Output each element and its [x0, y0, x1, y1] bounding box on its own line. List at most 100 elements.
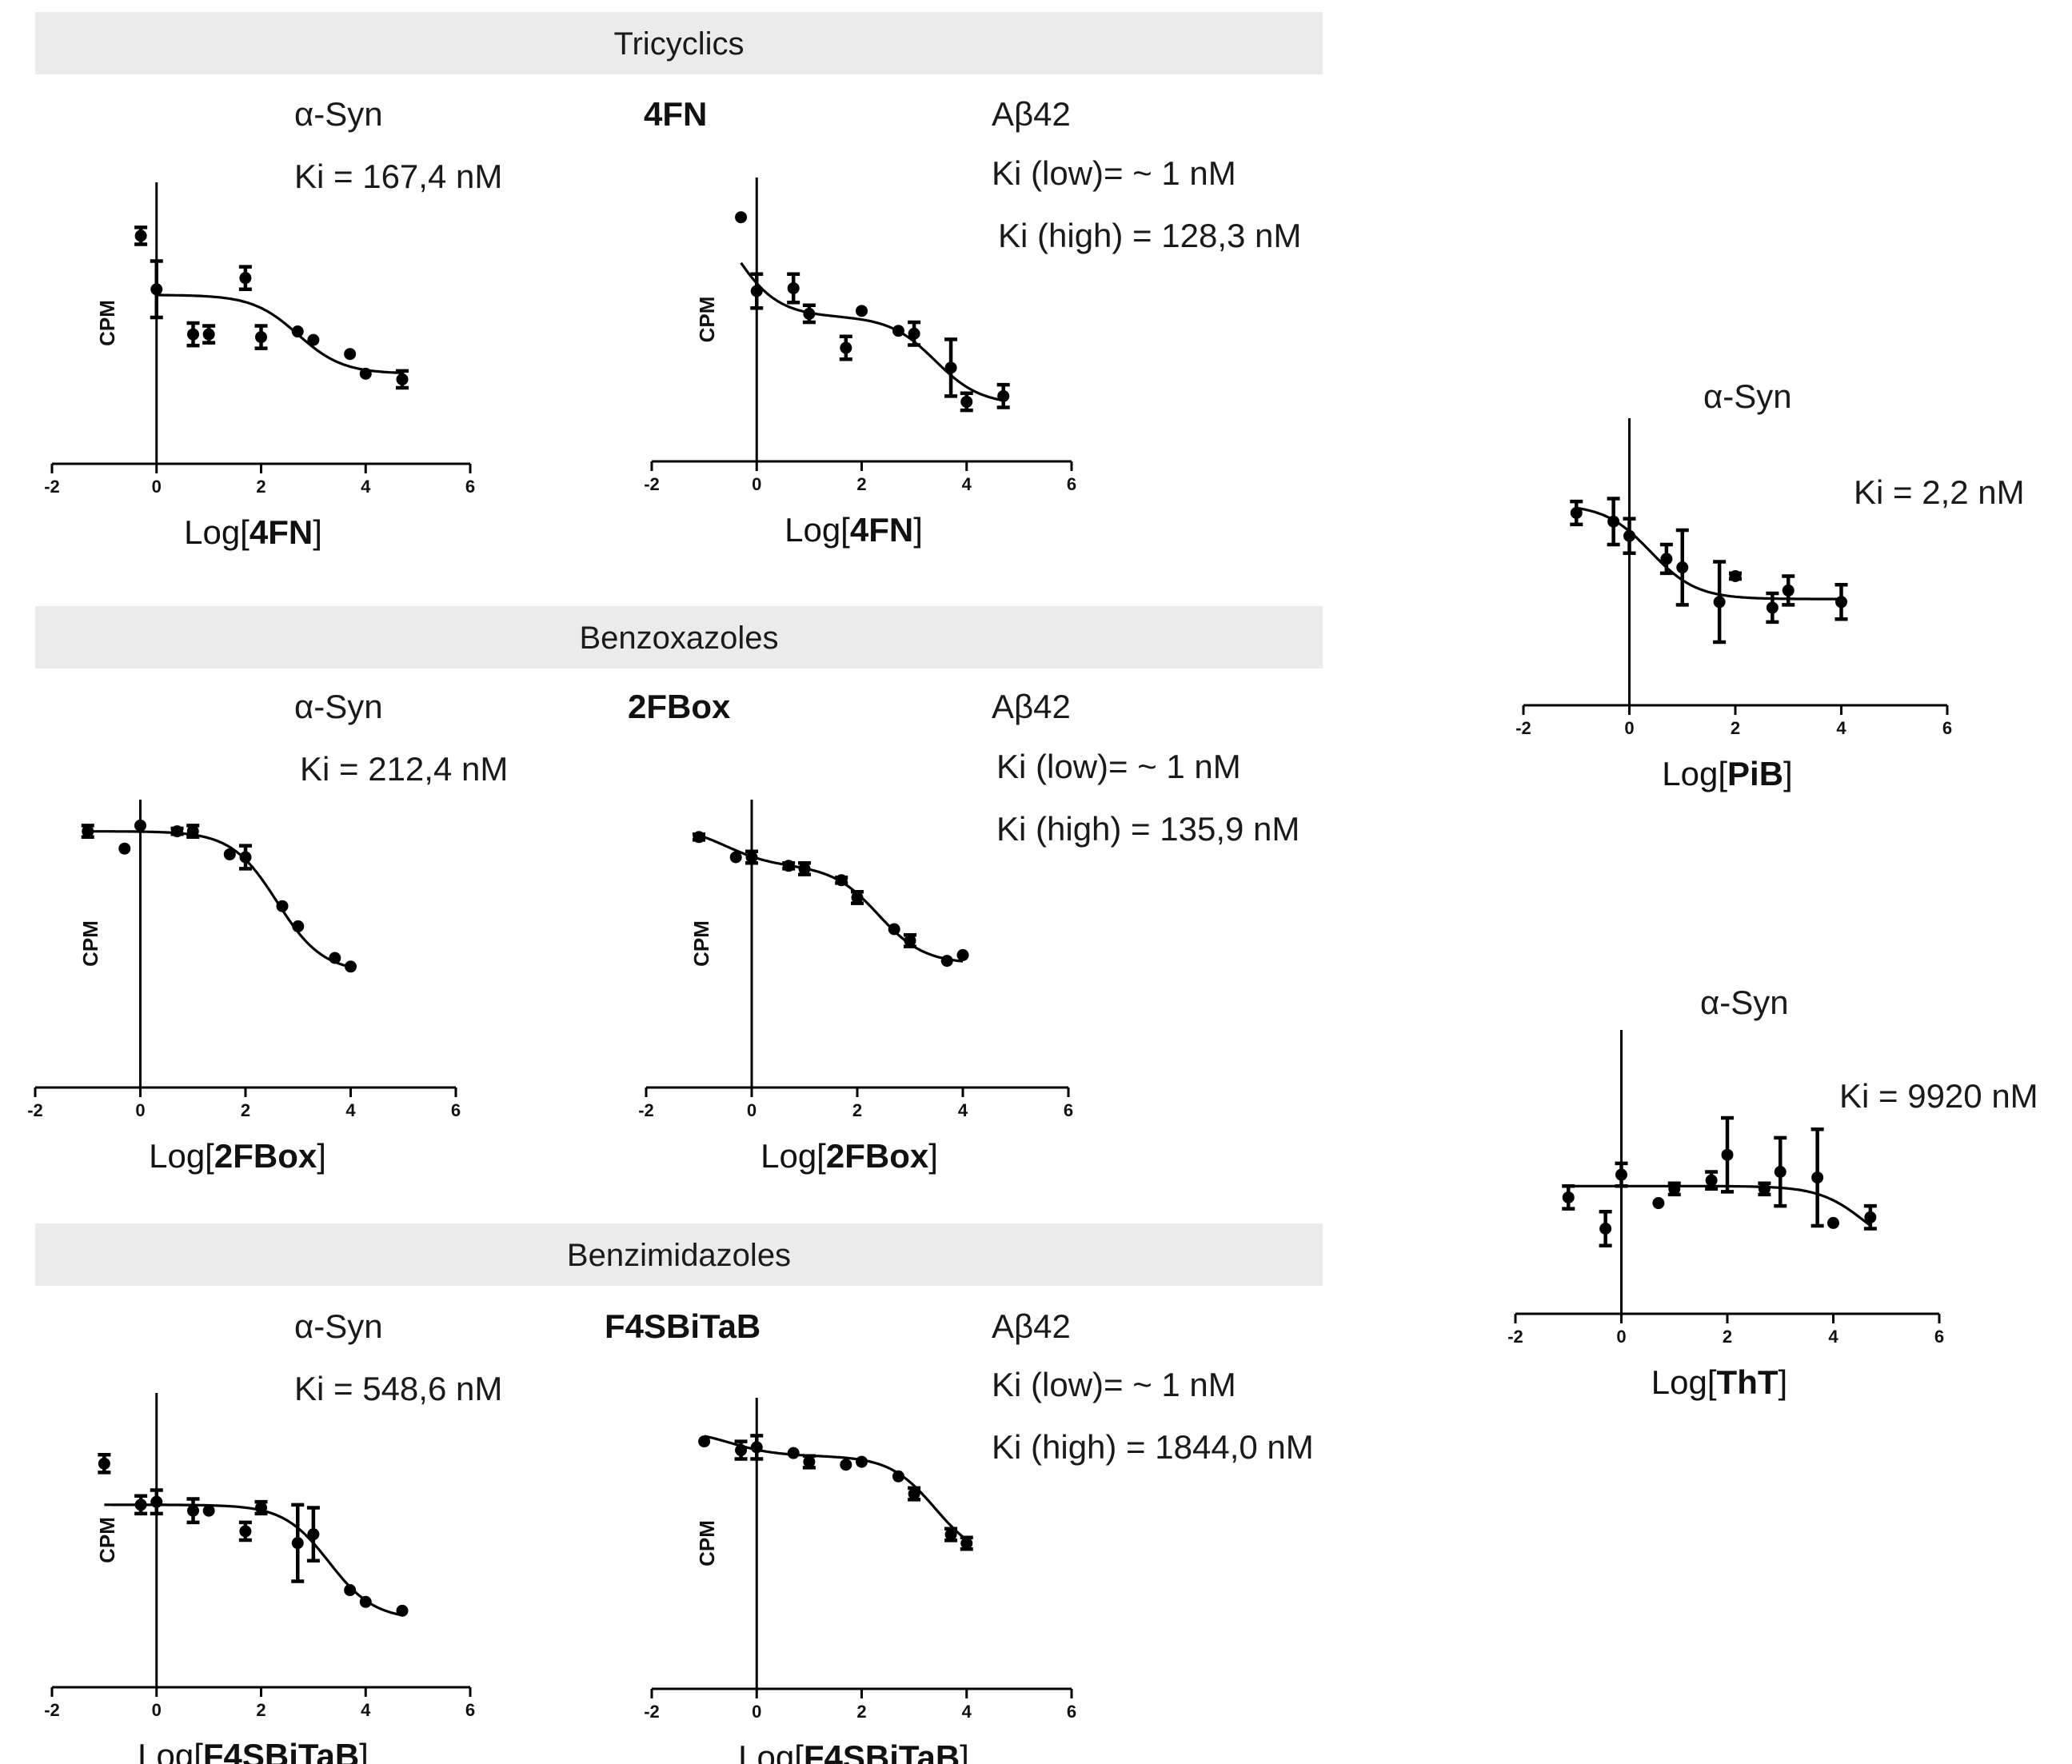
- x-tick-label: 2: [856, 474, 866, 494]
- data-point: [239, 1525, 252, 1538]
- data-point: [787, 281, 800, 294]
- data-point: [1758, 1183, 1771, 1195]
- x-axis-label-prefix: Log[: [1662, 755, 1727, 792]
- data-point: [307, 333, 320, 346]
- x-tick-label: 4: [958, 1100, 968, 1120]
- data-point: [1827, 1216, 1839, 1229]
- data-point: [1570, 506, 1583, 519]
- data-point: [1721, 1148, 1734, 1161]
- data-point: [956, 948, 969, 961]
- data-point: [735, 211, 748, 224]
- x-axis-label: Log[PiB]: [1662, 755, 1792, 792]
- data-point: [1713, 596, 1726, 609]
- x-axis-label-compound: 2FBox: [214, 1137, 317, 1175]
- data-point: [908, 1487, 920, 1500]
- data-point: [255, 331, 267, 344]
- x-tick-label: 0: [135, 1100, 145, 1120]
- ki-low-ab42-f4sbitab: Ki (low)= ~ 1 nM: [992, 1366, 1236, 1403]
- section-title-tricyclics: Tricyclics: [614, 26, 745, 62]
- fit-curve: [87, 830, 351, 968]
- data-point: [1864, 1211, 1877, 1223]
- x-tick-label: 2: [856, 1702, 866, 1722]
- x-tick-label: -2: [638, 1100, 654, 1120]
- fit-curve: [704, 1435, 968, 1541]
- x-axis-label-suffix: ]: [359, 1737, 369, 1764]
- y-axis-label: CPM: [689, 920, 713, 967]
- chart-panel-4fn-ab42: -2 0 2 4 6 CPM Log[4FN]: [644, 178, 1076, 549]
- data-point: [118, 842, 131, 855]
- data-point: [291, 325, 304, 338]
- data-point: [892, 325, 904, 337]
- y-axis-label: CPM: [695, 1520, 719, 1566]
- data-point: [997, 389, 1010, 402]
- data-point: [960, 1537, 973, 1550]
- x-axis-label-prefix: Log[: [1651, 1363, 1717, 1401]
- x-tick-label: 6: [1067, 1702, 1076, 1722]
- x-tick-label: 0: [752, 1702, 761, 1722]
- data-point: [359, 367, 372, 380]
- ki-high-ab42-4fn: Ki (high) = 128,3 nM: [998, 217, 1301, 254]
- data-point: [1660, 553, 1673, 565]
- compound-label-2fbox: 2FBox: [628, 688, 731, 725]
- data-point: [329, 952, 341, 964]
- chart-panel-4fn-asyn: -2 0 2 4 6 CPM Log[4FN]: [44, 182, 475, 551]
- x-tick-label: 6: [1067, 474, 1076, 494]
- x-tick-label: -2: [644, 474, 660, 494]
- data-point: [856, 1455, 868, 1468]
- x-tick-label: 2: [1731, 718, 1740, 738]
- data-point: [1811, 1171, 1824, 1184]
- x-tick-label: 2: [256, 1700, 265, 1720]
- data-point: [359, 1595, 372, 1608]
- x-tick-label: 2: [256, 477, 265, 497]
- label-asyn-benzoxazoles: α-Syn: [294, 688, 383, 725]
- data-point: [1562, 1191, 1575, 1203]
- data-point: [396, 1604, 409, 1617]
- x-axis-label-suffix: ]: [1783, 755, 1793, 792]
- ki-asyn-tht: Ki = 9920 nM: [1839, 1077, 2038, 1115]
- data-point: [892, 1470, 904, 1483]
- data-point: [1774, 1166, 1787, 1178]
- section-band-benzoxazoles: Benzoxazoles: [35, 606, 1323, 668]
- y-axis-label: CPM: [95, 1517, 119, 1563]
- x-axis-label-compound: 2FBox: [826, 1137, 929, 1175]
- data-point: [698, 1435, 711, 1448]
- section-band-background: [35, 606, 1323, 668]
- data-point: [1705, 1174, 1718, 1187]
- x-tick-label: 4: [962, 474, 972, 494]
- fit-curve: [740, 261, 1004, 402]
- x-axis-label: Log[F4SBiTaB]: [738, 1738, 969, 1764]
- data-point: [944, 361, 957, 374]
- ki-asyn-2fbox: Ki = 212,4 nM: [300, 750, 508, 788]
- data-point: [745, 851, 758, 864]
- data-point: [735, 1444, 748, 1457]
- data-point: [856, 305, 868, 317]
- x-tick-label: -2: [27, 1100, 43, 1120]
- data-point: [1835, 596, 1847, 609]
- label-asyn-tricyclics: α-Syn: [294, 95, 383, 133]
- data-point: [134, 819, 146, 832]
- x-tick-label: 4: [1836, 718, 1846, 738]
- x-axis-label-prefix: Log[: [184, 513, 250, 551]
- x-axis-label-compound: 4FN: [850, 511, 913, 549]
- data-point: [1652, 1197, 1665, 1210]
- data-point: [940, 955, 953, 968]
- data-point: [186, 825, 199, 838]
- x-tick-label: 4: [361, 1700, 371, 1720]
- chart-panel-f4sbitab-ab42: -2 0 2 4 6 CPM Log[F4SBiTaB]: [644, 1398, 1076, 1764]
- x-tick-label: 4: [1828, 1327, 1838, 1347]
- label-asyn-pib: α-Syn: [1703, 377, 1792, 415]
- fit-curve: [1576, 506, 1842, 601]
- chart-panel-tht-asyn: -2 0 2 4 6 Log[ThT]: [1507, 1030, 1944, 1401]
- x-tick-label: 4: [361, 477, 371, 497]
- data-point: [344, 348, 357, 361]
- data-point: [396, 373, 409, 385]
- data-point: [1729, 569, 1742, 582]
- x-tick-label: -2: [44, 1700, 60, 1720]
- x-axis-label-compound: F4SBiTaB: [203, 1737, 359, 1764]
- x-axis-label-suffix: ]: [960, 1738, 969, 1764]
- fit-curve: [156, 293, 403, 374]
- data-point: [276, 900, 289, 912]
- data-point: [134, 1499, 147, 1511]
- data-point: [187, 328, 200, 341]
- data-point: [904, 934, 916, 947]
